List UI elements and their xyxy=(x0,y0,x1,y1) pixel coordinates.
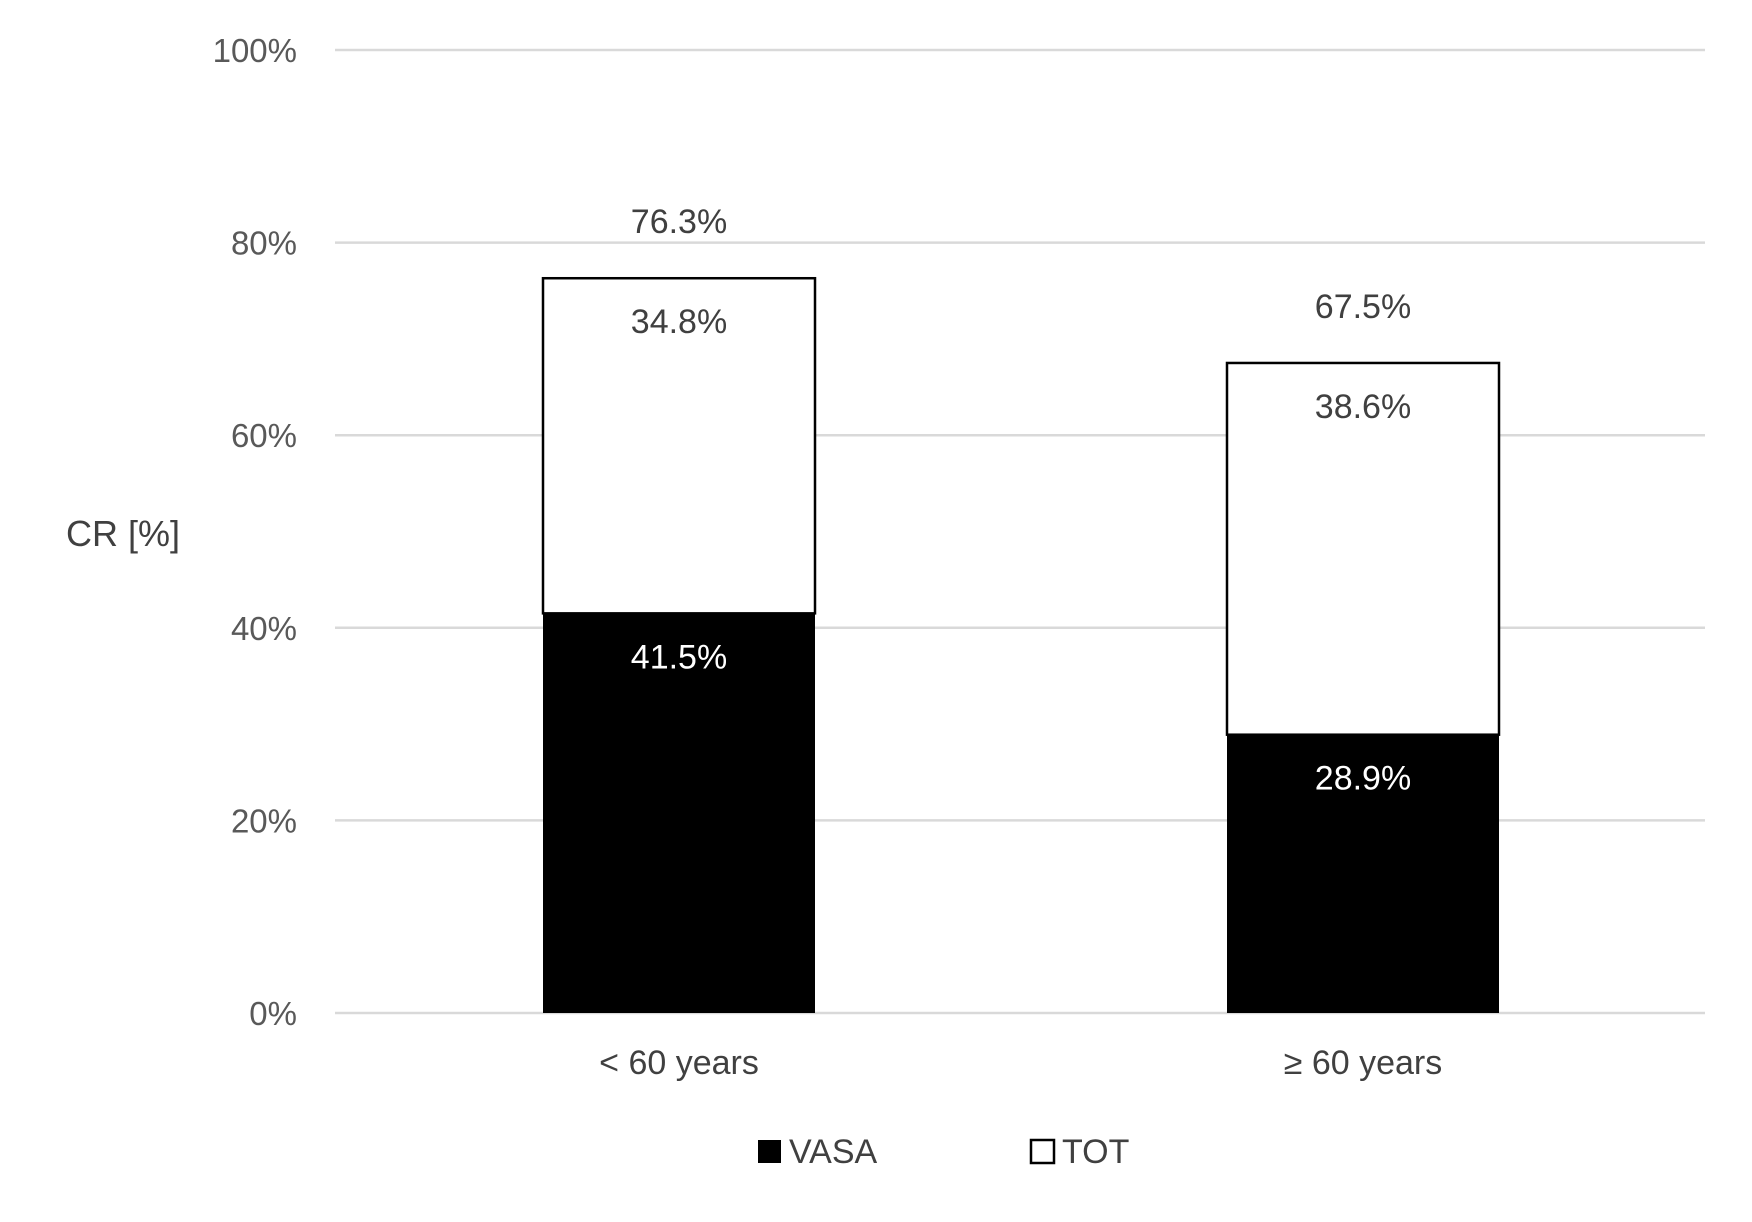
x-category-label: < 60 years xyxy=(599,1044,759,1082)
y-tick-label: 0% xyxy=(249,995,297,1032)
bar-segment-vasa xyxy=(1227,734,1499,1013)
total-label: 76.3% xyxy=(631,203,727,241)
legend-label-tot: TOT xyxy=(1062,1133,1129,1171)
legend-label-vasa: VASA xyxy=(789,1133,878,1171)
bar-segment-vasa xyxy=(543,613,815,1013)
y-tick-label: 40% xyxy=(231,610,297,647)
data-label-vasa: 41.5% xyxy=(631,638,727,676)
x-category-label: ≥ 60 years xyxy=(1284,1044,1443,1082)
legend-swatch-tot xyxy=(1029,1138,1056,1165)
y-tick-label: 20% xyxy=(231,802,297,839)
bar-segment-tot xyxy=(541,276,817,615)
y-tick-label: 100% xyxy=(213,32,297,69)
data-label-vasa: 28.9% xyxy=(1315,760,1411,798)
data-label-tot: 38.6% xyxy=(1315,388,1411,426)
y-axis-label: CR [%] xyxy=(66,513,180,554)
total-label: 67.5% xyxy=(1315,288,1411,326)
y-tick-label: 80% xyxy=(231,225,297,262)
legend-swatch-vasa xyxy=(758,1140,781,1163)
y-tick-label: 60% xyxy=(231,417,297,454)
data-label-tot: 34.8% xyxy=(631,303,727,341)
bar-segment-tot xyxy=(1225,361,1501,736)
